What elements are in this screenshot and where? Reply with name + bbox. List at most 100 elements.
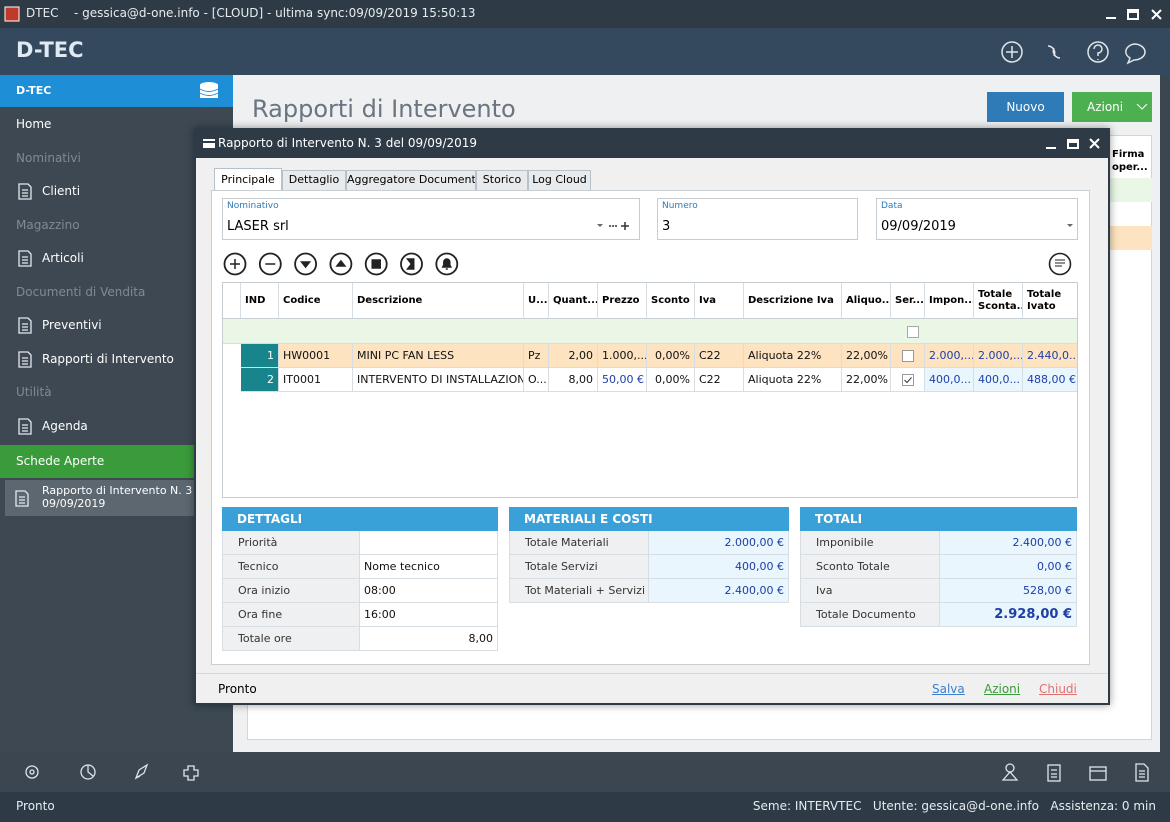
icon: [18, 417, 32, 435]
grid-cell[interactable]: HW0001: [279, 344, 353, 368]
panel-value[interactable]: [360, 531, 498, 555]
dialog-title: Rapporto di Intervento N. 3 del 09/09/20…: [218, 136, 478, 150]
window-controls[interactable]: [1100, 6, 1166, 22]
close-link[interactable]: Chiudi: [1039, 682, 1077, 696]
grid-cell[interactable]: 50,00 €: [598, 368, 647, 392]
grid-cell[interactable]: IT0001: [279, 368, 353, 392]
nav-item[interactable]: Clienti: [42, 184, 81, 198]
nav-item[interactable]: Agenda: [42, 418, 88, 433]
dialog-controls[interactable]: [1044, 137, 1104, 151]
panel-value: 2.928,00 €: [940, 603, 1077, 627]
save-link[interactable]: Salva: [932, 682, 965, 696]
grid-cell[interactable]: 2.000,...: [925, 344, 974, 368]
column-header[interactable]: Impon...: [925, 283, 974, 319]
column-header[interactable]: Descrizione Iva: [744, 283, 842, 319]
tab[interactable]: Dettaglio: [282, 170, 346, 190]
nav-item[interactable]: Preventivi: [42, 318, 102, 332]
grid-cell[interactable]: Pz: [524, 344, 549, 368]
tool-icons[interactable]: [22, 762, 212, 782]
column-header[interactable]: U...: [524, 283, 549, 319]
new-button[interactable]: Nuovo: [987, 92, 1064, 122]
checkbox[interactable]: [901, 374, 914, 386]
column-header[interactable]: Quant...: [549, 283, 598, 319]
nav-section: Utilità: [16, 385, 52, 399]
grid-cell[interactable]: 1: [241, 344, 279, 368]
input-field[interactable]: Nominativo LASER srl: [222, 198, 640, 240]
panel-value: 08:00: [360, 579, 498, 603]
column-header[interactable]: Ser...: [891, 283, 925, 319]
grid-cell[interactable]: 22,00%: [842, 344, 891, 368]
column-header[interactable]: Totale Sconta...: [974, 283, 1023, 319]
panel-value: 16:00: [360, 603, 498, 627]
grid-cell[interactable]: 2,00: [549, 344, 598, 368]
grid-cell[interactable]: 22,00%: [842, 368, 891, 392]
column-header[interactable]: Aliquo...: [842, 283, 891, 319]
panel-value: 528,00 €: [940, 579, 1077, 603]
date-dropdown[interactable]: [1067, 219, 1127, 233]
grid-cell[interactable]: 400,0...: [925, 368, 974, 392]
app-icon: [4, 6, 20, 22]
panel-value: 8,00: [360, 627, 498, 651]
grid-cell[interactable]: 400,0...: [974, 368, 1023, 392]
panel-label: Totale Servizi: [509, 555, 649, 579]
actions-link[interactable]: Azioni: [984, 682, 1021, 696]
column-header[interactable]: IND: [241, 283, 279, 319]
data-grid: IND Codice Descrizione U... Quant... Prezzo Sc…: [222, 282, 1078, 498]
window-title: DTEC: [26, 6, 59, 20]
tab[interactable]: Principale: [214, 168, 282, 192]
panel-value: 400,00 €: [649, 555, 789, 579]
column-header[interactable]: Iva: [695, 283, 744, 319]
grid-cell[interactable]: MINI PC FAN LESS: [353, 344, 524, 368]
grid-cell[interactable]: 488,00 €: [1023, 368, 1077, 392]
sidebar-header: D-TEC: [0, 75, 233, 107]
grid-cell[interactable]: 2.440,0...: [1023, 344, 1077, 368]
panel-header: DETTAGLI: [222, 507, 498, 531]
grid-toolbar[interactable]: [222, 251, 1082, 277]
tab[interactable]: Aggregatore Documenti: [346, 170, 476, 190]
panel-value: 2.400,00 €: [940, 531, 1077, 555]
input-field[interactable]: Data 09/09/2019: [876, 198, 1078, 240]
column-header[interactable]: Totale Ivato: [1023, 283, 1077, 319]
checkbox-cell[interactable]: [891, 368, 925, 392]
grid-cell[interactable]: 8,00: [549, 368, 598, 392]
grid-cell[interactable]: 2: [241, 368, 279, 392]
status-user: Utente: gessica@d-one.info: [872, 799, 1039, 813]
grid-cell[interactable]: 0,00%: [647, 344, 695, 368]
actions-button[interactable]: Azioni: [1072, 92, 1152, 122]
row-indicator: [223, 344, 241, 368]
column-header[interactable]: Codice: [279, 283, 353, 319]
actions-label: Azioni: [1087, 100, 1124, 114]
row-indicator-header: [223, 283, 241, 319]
input-field[interactable]: Numero 3: [657, 198, 858, 240]
filter-row: [223, 319, 1077, 344]
grid-cell[interactable]: 2.000,...: [974, 344, 1023, 368]
column-header[interactable]: Descrizione: [353, 283, 524, 319]
dialog-status: Pronto: [218, 682, 257, 696]
summary-panel: DETTAGLI Priorità Tecnico Nome tecnico Ora i…: [222, 507, 498, 652]
checkbox-cell[interactable]: [891, 344, 925, 368]
tab-strip: Principale Dettaglio Aggregatore Documenti…: [214, 168, 814, 192]
grid-cell[interactable]: Aliquota 22%: [744, 368, 842, 392]
header-icons[interactable]: [1000, 38, 1160, 66]
grid-cell[interactable]: 1.000,...: [598, 344, 647, 368]
tab[interactable]: Log Cloud: [528, 170, 591, 190]
field-buttons[interactable]: [597, 219, 657, 233]
nav-item[interactable]: Articoli: [42, 251, 84, 265]
nav-item[interactable]: Home: [16, 117, 52, 131]
icon: [18, 183, 32, 200]
grid-cell[interactable]: O...: [524, 368, 549, 392]
grid-cell[interactable]: C22: [695, 368, 744, 392]
dialog-footer: Pronto Salva Azioni Chiudi: [196, 673, 1108, 703]
field-value: 3: [662, 219, 671, 234]
grid-cell[interactable]: 0,00%: [647, 368, 695, 392]
nav-item[interactable]: Rapporti di Intervento: [42, 351, 174, 366]
grid-cell[interactable]: Aliquota 22%: [744, 344, 842, 368]
grid-cell[interactable]: INTERVENTO DI INSTALLAZIONE: [353, 368, 524, 392]
tab[interactable]: Storico: [476, 170, 528, 190]
checkbox[interactable]: [901, 350, 914, 362]
column-header[interactable]: Sconto: [647, 283, 695, 319]
grid-cell[interactable]: C22: [695, 344, 744, 368]
column-header[interactable]: Prezzo: [598, 283, 647, 319]
shortcut-icons[interactable]: [1000, 762, 1160, 782]
panel-label: Sconto Totale: [800, 555, 940, 579]
